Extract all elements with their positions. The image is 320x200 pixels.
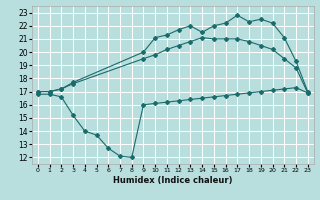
- X-axis label: Humidex (Indice chaleur): Humidex (Indice chaleur): [113, 176, 233, 185]
